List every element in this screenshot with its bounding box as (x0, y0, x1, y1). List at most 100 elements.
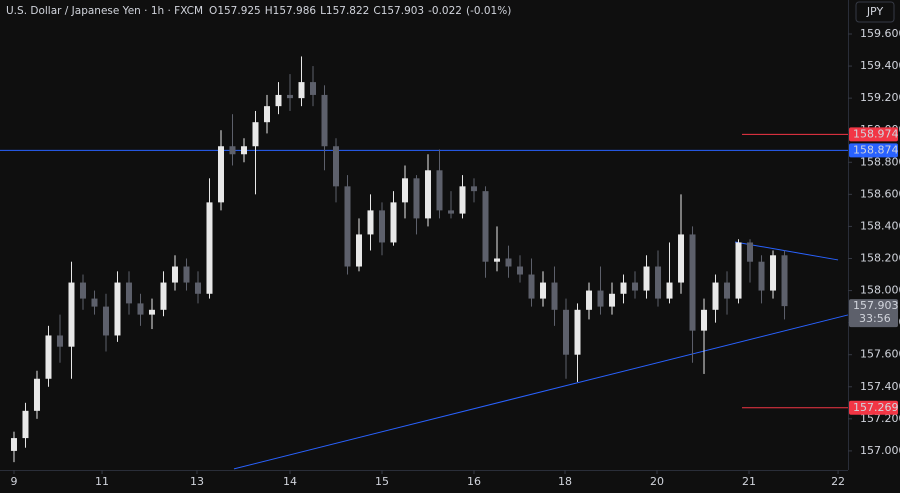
candle-body (666, 282, 673, 299)
x-tick-label: 14 (283, 475, 297, 488)
candle-body (229, 146, 236, 155)
x-tick-label: 21 (742, 475, 756, 488)
y-tick-label: 159.600 (860, 27, 900, 40)
x-tick-label: 16 (467, 475, 481, 488)
candle-body (102, 306, 109, 336)
candle-body (701, 309, 708, 331)
candle-body (171, 266, 178, 283)
price-badge-label: 158.874 (853, 143, 899, 156)
x-tick-label: 18 (558, 475, 572, 488)
candle-body (252, 122, 259, 147)
y-tick-label: 157.000 (860, 444, 900, 457)
candle-body (367, 210, 374, 235)
candle-body (275, 94, 282, 107)
candle-body (678, 234, 685, 283)
candle-body (286, 94, 293, 99)
candle-body (45, 335, 52, 379)
candle-body (505, 258, 512, 267)
y-tick-label: 157.200 (860, 412, 900, 425)
ohlc-label: H (265, 5, 273, 17)
candle-body (125, 282, 132, 304)
ohlc-label: O (209, 5, 217, 17)
candle-body (217, 146, 224, 203)
x-tick-label: 11 (95, 475, 109, 488)
candle-body (712, 282, 719, 310)
y-tick-label: 158.400 (860, 219, 900, 232)
candle-body (22, 410, 29, 439)
candle-body (459, 186, 466, 214)
candle-body (390, 202, 397, 243)
candle-body (68, 282, 75, 347)
candle-body (574, 309, 581, 355)
candle-body (309, 82, 316, 95)
candle-body (689, 234, 696, 331)
candle-body (298, 82, 305, 99)
header: U.S. Dollar / Japanese Yen · 1h · FXCM O 1… (6, 5, 511, 17)
candle-body (91, 298, 98, 307)
candle-body (436, 170, 443, 211)
ohlc-value: 157.986 (273, 5, 317, 17)
candle-body (620, 282, 627, 294)
candle-body (10, 438, 17, 451)
currency-button[interactable] (855, 1, 895, 23)
candle-body (148, 309, 155, 315)
x-tick-label: 15 (375, 475, 389, 488)
candle-body (632, 282, 639, 291)
axes: 157.000157.200157.400157.600157.800158.0… (10, 27, 900, 488)
candle-body (79, 282, 86, 299)
candle-body (448, 210, 455, 214)
price-badge (849, 400, 898, 415)
candle-body (137, 303, 144, 315)
x-tick-label: 9 (10, 475, 17, 488)
candle-body (643, 266, 650, 291)
candle-body (747, 242, 754, 262)
price-badge (849, 143, 898, 158)
y-tick-label: 158.000 (860, 284, 900, 297)
ohlc-value: 157.925 (217, 5, 260, 17)
change-percent: (-0.01%) (466, 5, 511, 17)
candle-body (402, 178, 409, 203)
candle-body (344, 186, 351, 267)
candle-body (160, 282, 167, 310)
change-value: -0.022 (428, 5, 462, 17)
candle-body (781, 255, 788, 307)
candle-body (194, 282, 201, 294)
candle-body (494, 258, 501, 262)
y-tick-label: 158.200 (860, 251, 900, 264)
candle-body (183, 266, 190, 283)
price-badge-label: 158.974 (853, 127, 899, 140)
candle-body (517, 266, 524, 275)
candle-body (655, 266, 662, 299)
candle-body (528, 274, 535, 299)
candle-body (355, 234, 362, 267)
candle-body (379, 210, 386, 243)
candle-body (482, 191, 489, 262)
y-tick-label: 157.600 (860, 348, 900, 361)
y-tick-label: 158.600 (860, 187, 900, 200)
plot-area (0, 56, 849, 470)
x-tick-label: 20 (650, 475, 664, 488)
price-badge-label: 157.903 (853, 299, 899, 312)
title: U.S. Dollar / Japanese Yen · 1h · FXCM (6, 5, 203, 17)
candle-body (735, 242, 742, 299)
trend-line (233, 314, 849, 470)
ohlc-value: 157.903 (381, 5, 424, 17)
candle-body (240, 146, 247, 155)
candle-body (724, 282, 731, 299)
ohlc-label: C (373, 5, 380, 17)
candle-body (413, 178, 420, 219)
candle-body (114, 282, 121, 336)
candle-body (770, 255, 777, 291)
candle-body (563, 309, 570, 355)
y-tick-label: 157.400 (860, 380, 900, 393)
candle-body (332, 146, 339, 187)
x-tick-label: 13 (190, 475, 204, 488)
currency-label: JPY (866, 5, 884, 18)
countdown-label: 33:56 (859, 312, 891, 325)
y-tick-label: 158.800 (860, 155, 900, 168)
candle-body (551, 282, 558, 310)
candle-body (540, 282, 547, 299)
candle-body (321, 94, 328, 147)
